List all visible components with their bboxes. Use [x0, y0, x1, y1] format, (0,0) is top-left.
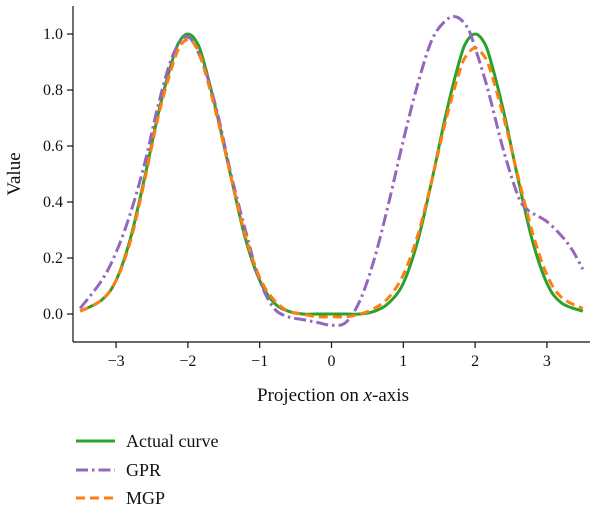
- y-tick-label: 0.0: [43, 306, 63, 323]
- legend: Actual curve GPR MGP: [76, 431, 218, 508]
- x-tick-label: 1: [399, 353, 407, 370]
- y-axis-label: Value: [4, 152, 25, 195]
- x-axis-label-prefix: Projection on: [257, 385, 364, 406]
- series-line-mgp: [79, 38, 584, 319]
- series-line-gpr: [78, 14, 585, 327]
- y-tick-label: 0.8: [43, 82, 63, 99]
- y-tick-label: 1.0: [43, 26, 63, 43]
- series-line-actual-curve: [79, 32, 584, 316]
- legend-label-gpr: GPR: [126, 460, 161, 480]
- x-tick-label: −3: [108, 353, 125, 370]
- x-tick-label: 3: [543, 353, 551, 370]
- x-tick-label: −1: [251, 353, 268, 370]
- series-lines: [78, 14, 585, 327]
- y-tick-label: 0.6: [43, 138, 63, 155]
- x-axis-label: Projection on x-axis: [257, 385, 409, 406]
- y-tick-label: 0.2: [43, 250, 63, 267]
- y-tick-label: 0.4: [43, 194, 63, 211]
- legend-label-actual: Actual curve: [126, 431, 218, 451]
- x-tick-label: −2: [179, 353, 196, 370]
- x-tick-label: 0: [328, 353, 336, 370]
- x-tick-label: 2: [471, 353, 479, 370]
- x-axis-label-variable: x: [363, 385, 373, 406]
- ticks-group: −3 −2 −1 0 1 2 3 0.0 0.2 0.4 0.6 0.8 1.0: [43, 26, 551, 370]
- legend-label-mgp: MGP: [126, 488, 165, 508]
- x-axis-label-suffix: -axis: [372, 385, 409, 406]
